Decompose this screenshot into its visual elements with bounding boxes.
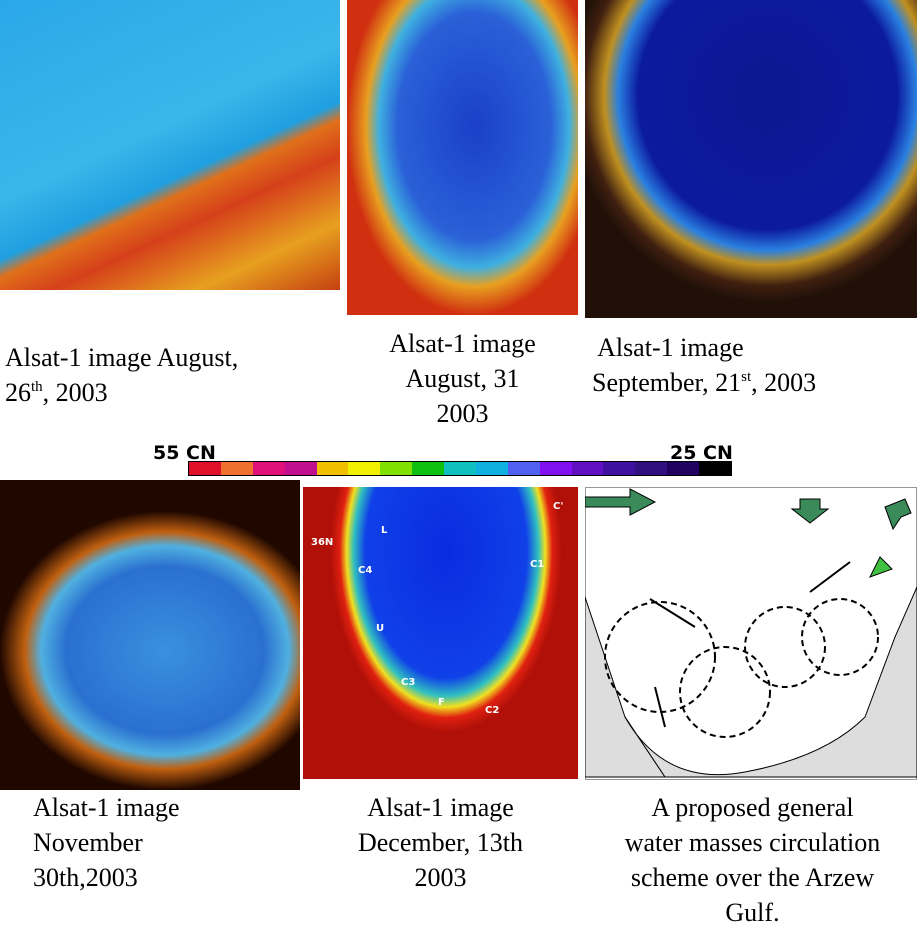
colorbar-swatch [220, 462, 253, 475]
caption-text: September, 21 [592, 368, 742, 397]
caption-text: st [741, 369, 752, 385]
caption-text: , 2003 [751, 368, 817, 397]
caption-text: Alsat-1 image [592, 333, 744, 362]
arrow [585, 488, 657, 516]
caption-text: 30th,2003 [33, 863, 138, 892]
caption-line: Alsat-1 image [33, 790, 293, 825]
image-label: C4 [358, 565, 373, 576]
colorbar-swatch [699, 462, 731, 475]
colorbar-swatch [539, 462, 572, 475]
image-label: 36N [311, 537, 334, 548]
colorbar-swatch [635, 462, 668, 475]
flow-lines [649, 561, 851, 728]
arrow [884, 498, 912, 531]
caption-line: August, 31 [347, 361, 578, 396]
eddies [604, 598, 879, 738]
caption-text: scheme over the Arzew [630, 863, 875, 892]
colorbar-swatch [444, 462, 476, 475]
caption-text: 2003 [414, 863, 467, 892]
colorbar-swatch [571, 462, 604, 475]
image-label: F [438, 697, 445, 708]
caption-text: 2003 [436, 399, 489, 428]
caption-line: Gulf. [588, 895, 917, 929]
satellite-image [0, 0, 340, 290]
colorbar-swatch [412, 462, 444, 475]
colorbar-swatch [348, 462, 381, 475]
colorbar-label: 55 CN [153, 442, 216, 464]
colorbar-swatch [475, 462, 508, 475]
colorbar-swatch [284, 462, 317, 475]
caption-text: 26 [5, 378, 31, 407]
caption-line: 2003 [347, 396, 578, 431]
caption-line: November [33, 825, 293, 860]
satellite-image: 36N L C4 U C3 F C2 C1 C' [303, 487, 578, 779]
caption: Alsat-1 image December, 13th 2003 [303, 790, 578, 895]
colorbar-swatch [603, 462, 636, 475]
arrow [868, 556, 893, 578]
caption-text: Alsat-1 image [33, 793, 180, 822]
caption-line: Alsat-1 image August, [5, 340, 335, 375]
image-label: C' [553, 501, 564, 512]
colorbar-swatch [189, 462, 221, 475]
caption-line: 2003 [303, 860, 578, 895]
satellite-image [0, 480, 300, 790]
caption-line: scheme over the Arzew [588, 860, 917, 895]
caption-text: th [31, 379, 43, 395]
caption: A proposed general water masses circulati… [588, 790, 917, 929]
caption-line: water masses circulation [588, 825, 917, 860]
caption-text: August, 31 [405, 364, 520, 393]
caption: Alsat-1 image August, 26th, 2003 [5, 340, 335, 410]
caption: Alsat-1 image November 30th,2003 [33, 790, 293, 895]
colorbar-label: 25 CN [670, 442, 733, 464]
caption-text: December, 13th [357, 828, 523, 857]
caption-line: Alsat-1 image [592, 330, 917, 365]
land [624, 586, 917, 778]
image-label: L [381, 525, 388, 536]
colorbar-swatch [252, 462, 285, 475]
caption-text: Gulf. [725, 898, 780, 927]
caption-text: A proposed general [651, 793, 854, 822]
caption-text: November [33, 828, 143, 857]
caption-line: September, 21st, 2003 [592, 365, 917, 400]
image-label: C1 [530, 559, 545, 570]
caption: Alsat-1 image August, 31 2003 [347, 326, 578, 431]
caption-line: 30th,2003 [33, 860, 293, 895]
satellite-image [585, 0, 917, 318]
caption-line: Alsat-1 image [347, 326, 578, 361]
arrow [790, 498, 830, 524]
satellite-image [347, 0, 578, 315]
colorbar-swatch [667, 462, 699, 475]
colorbar [188, 461, 732, 476]
caption-line: December, 13th [303, 825, 578, 860]
colorbar-swatch [507, 462, 540, 475]
caption-text: Alsat-1 image August, [5, 343, 239, 372]
image-label: C2 [485, 705, 500, 716]
colorbar-swatch [380, 462, 413, 475]
caption-line: A proposed general [588, 790, 917, 825]
caption-line: 26th, 2003 [5, 375, 335, 410]
caption-line: Alsat-1 image [303, 790, 578, 825]
caption-text: Alsat-1 image [389, 329, 536, 358]
caption-text: Alsat-1 image [367, 793, 514, 822]
caption: Alsat-1 image September, 21st, 2003 [592, 330, 917, 400]
caption-text: water masses circulation [624, 828, 881, 857]
image-label: C3 [401, 677, 416, 688]
caption-text: , 2003 [42, 378, 108, 407]
colorbar-swatch [316, 462, 349, 475]
circulation-diagram [585, 487, 917, 780]
image-label: U [376, 623, 385, 634]
